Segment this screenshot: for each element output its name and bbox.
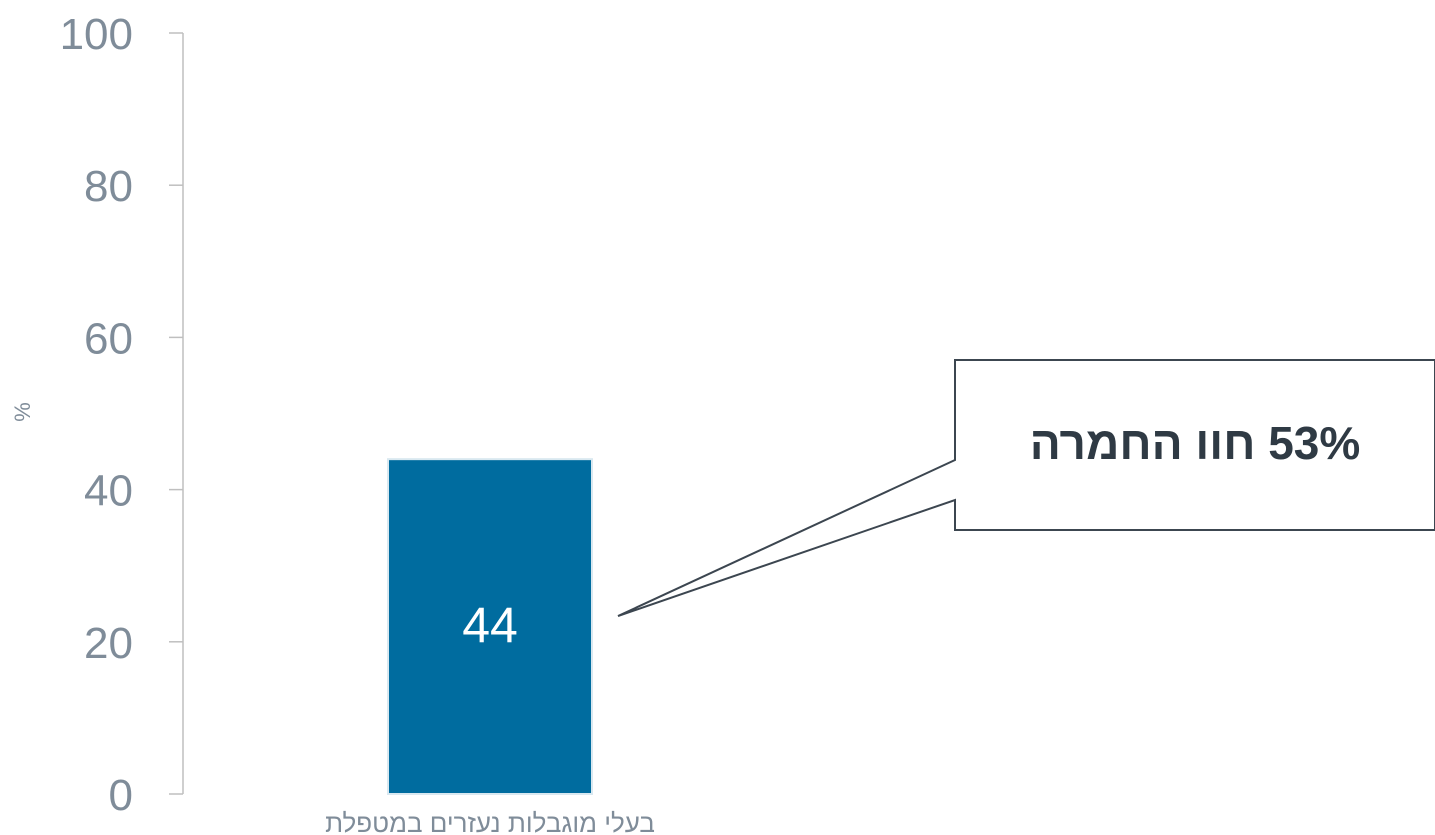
y-axis-label: % <box>10 402 35 422</box>
callout-text: 53% חוו החמרה <box>1030 417 1361 469</box>
y-tick-label: 0 <box>109 771 133 820</box>
y-tick-label: 40 <box>84 467 133 516</box>
bar <box>387 458 593 795</box>
y-tick-label: 100 <box>60 10 133 59</box>
bar-layer: 44 בעלי מוגבלות נעזרים במטפלת <box>325 458 655 835</box>
axis-layer: 0 20 40 60 80 100 <box>60 10 184 820</box>
bar-data-label: 44 <box>462 598 518 654</box>
callout-box <box>617 359 1435 617</box>
callout-layer: 53% חוו החמרה <box>617 359 1435 617</box>
x-category-label: בעלי מוגבלות נעזרים במטפלת <box>325 808 655 835</box>
y-tick-label: 20 <box>84 619 133 668</box>
y-tick-label: 80 <box>84 162 133 211</box>
y-tick-label: 60 <box>84 314 133 363</box>
